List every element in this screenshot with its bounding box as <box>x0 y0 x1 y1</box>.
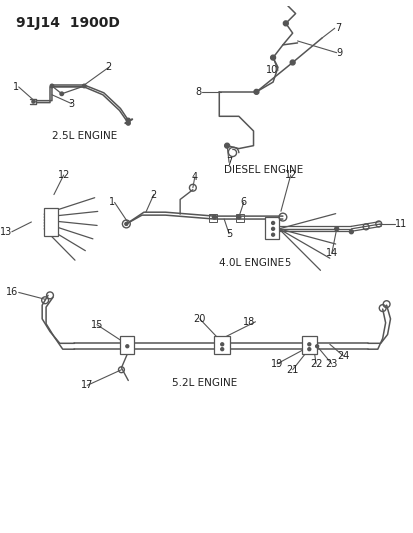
Bar <box>302 336 316 354</box>
Text: 5: 5 <box>284 258 290 268</box>
Circle shape <box>307 348 310 351</box>
Circle shape <box>60 92 63 95</box>
Circle shape <box>125 222 128 225</box>
Text: 8: 8 <box>195 87 201 97</box>
Text: 10: 10 <box>265 66 277 75</box>
Circle shape <box>349 230 352 234</box>
Text: 17: 17 <box>81 381 93 390</box>
Text: 11: 11 <box>394 219 407 229</box>
Text: 7: 7 <box>225 157 232 167</box>
Circle shape <box>82 84 86 88</box>
Text: 21: 21 <box>286 365 298 375</box>
Bar <box>120 336 134 354</box>
Text: 12: 12 <box>57 170 70 180</box>
Text: 9: 9 <box>336 47 342 58</box>
Bar <box>44 208 58 236</box>
Text: 15: 15 <box>90 320 103 330</box>
Text: 1: 1 <box>12 82 19 92</box>
Circle shape <box>126 121 130 125</box>
Circle shape <box>271 222 274 224</box>
Circle shape <box>220 343 223 346</box>
Circle shape <box>32 100 35 103</box>
Circle shape <box>290 60 294 65</box>
Circle shape <box>334 227 338 231</box>
Text: 24: 24 <box>337 351 349 361</box>
Text: 22: 22 <box>309 359 322 369</box>
Text: 3: 3 <box>68 99 74 109</box>
Circle shape <box>307 343 310 346</box>
Text: 20: 20 <box>193 314 205 324</box>
Circle shape <box>212 215 216 219</box>
Circle shape <box>271 228 274 230</box>
Text: 5: 5 <box>225 229 232 239</box>
Text: 13: 13 <box>0 227 12 237</box>
Circle shape <box>220 348 223 351</box>
Text: 14: 14 <box>325 248 337 259</box>
Text: 4.0L ENGINE: 4.0L ENGINE <box>219 258 284 268</box>
Text: 18: 18 <box>243 317 255 327</box>
Text: 12: 12 <box>284 170 296 180</box>
Circle shape <box>236 215 240 219</box>
Bar <box>265 217 278 239</box>
Circle shape <box>224 143 229 148</box>
Text: 4: 4 <box>191 172 197 182</box>
Text: 91J14  1900D: 91J14 1900D <box>16 17 119 30</box>
Text: 23: 23 <box>325 359 337 369</box>
Text: 19: 19 <box>270 359 282 369</box>
Text: 1: 1 <box>108 197 114 207</box>
Circle shape <box>271 233 274 236</box>
Circle shape <box>254 90 258 94</box>
Text: DIESEL ENGINE: DIESEL ENGINE <box>223 165 302 175</box>
Text: 2.5L ENGINE: 2.5L ENGINE <box>52 131 116 141</box>
Circle shape <box>282 21 287 26</box>
Text: 2: 2 <box>105 62 112 72</box>
Circle shape <box>50 84 54 88</box>
Text: 16: 16 <box>7 287 19 297</box>
Bar <box>235 214 243 222</box>
Text: 5.2L ENGINE: 5.2L ENGINE <box>171 378 237 389</box>
Bar <box>209 214 217 222</box>
Circle shape <box>270 55 275 60</box>
Text: 2: 2 <box>150 190 157 199</box>
Circle shape <box>315 345 318 348</box>
Bar <box>214 336 230 354</box>
Circle shape <box>126 118 130 122</box>
Circle shape <box>126 345 128 348</box>
Text: 7: 7 <box>334 23 340 33</box>
Text: 6: 6 <box>240 197 246 207</box>
